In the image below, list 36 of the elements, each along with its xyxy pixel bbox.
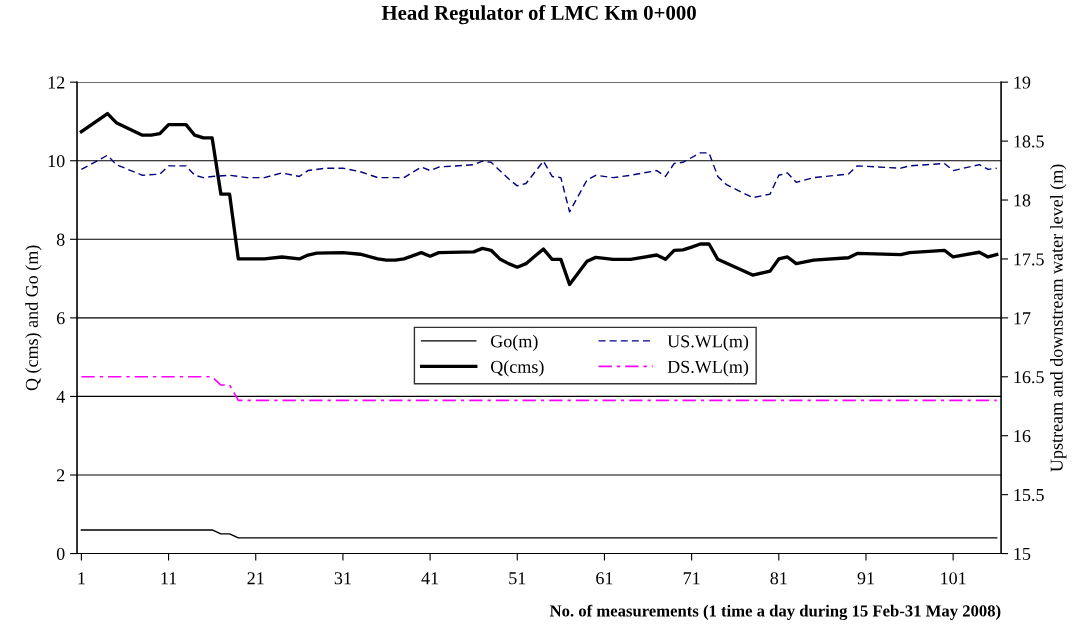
chart-title: Head Regulator of LMC Km 0+000 <box>381 5 696 25</box>
y2-tick-label: 15.5 <box>1014 488 1044 502</box>
x-tick-label: 11 <box>161 572 177 585</box>
y-tick-label: 2 <box>56 469 65 482</box>
x-tick-label: 31 <box>334 572 351 585</box>
x-tick-label: 91 <box>857 572 874 585</box>
y-tick-label: 10 <box>48 154 65 168</box>
legend-label: Q(cms) <box>490 360 544 377</box>
y-axis-title: Q (cms) and Go (m) <box>25 245 42 391</box>
y2-tick-label: 18.5 <box>1014 135 1044 148</box>
x-tick-label: 1 <box>78 572 85 585</box>
legend-label: Go(m) <box>490 334 538 352</box>
x-tick-label: 61 <box>596 572 613 585</box>
legend-label: US.WL(m) <box>667 334 749 352</box>
y2-tick-label: 16 <box>1014 430 1031 443</box>
y2-tick-label: 17.5 <box>1014 253 1044 266</box>
y-tick-label: 6 <box>56 312 65 325</box>
x-axis-title: No. of measurements (1 time a day during 15 Feb-31 May 2008) <box>549 604 1001 621</box>
x-tick-label: 101 <box>941 572 966 585</box>
x-tick-label: 21 <box>247 572 264 585</box>
x-tick-label: 51 <box>509 572 526 585</box>
x-tick-label: 71 <box>683 572 700 585</box>
y-tick-label: 0 <box>56 547 65 560</box>
legend-label: DS.WL(m) <box>667 360 749 377</box>
y2-tick-label: 19 <box>1014 76 1031 89</box>
y-tick-label: 4 <box>56 390 65 403</box>
y2-axis-title: Upstream and downstream water level (m) <box>1050 164 1067 472</box>
y-tick-label: 12 <box>48 76 65 89</box>
y2-tick-label: 15 <box>1014 547 1031 560</box>
x-tick-label: 81 <box>770 572 787 585</box>
line-series <box>80 152 998 213</box>
y-tick-label: 8 <box>56 233 65 246</box>
y2-tick-label: 16.5 <box>1014 371 1044 384</box>
x-tick-label: 41 <box>421 572 439 585</box>
y2-tick-label: 17 <box>1014 312 1031 325</box>
y2-tick-label: 18 <box>1014 194 1031 207</box>
